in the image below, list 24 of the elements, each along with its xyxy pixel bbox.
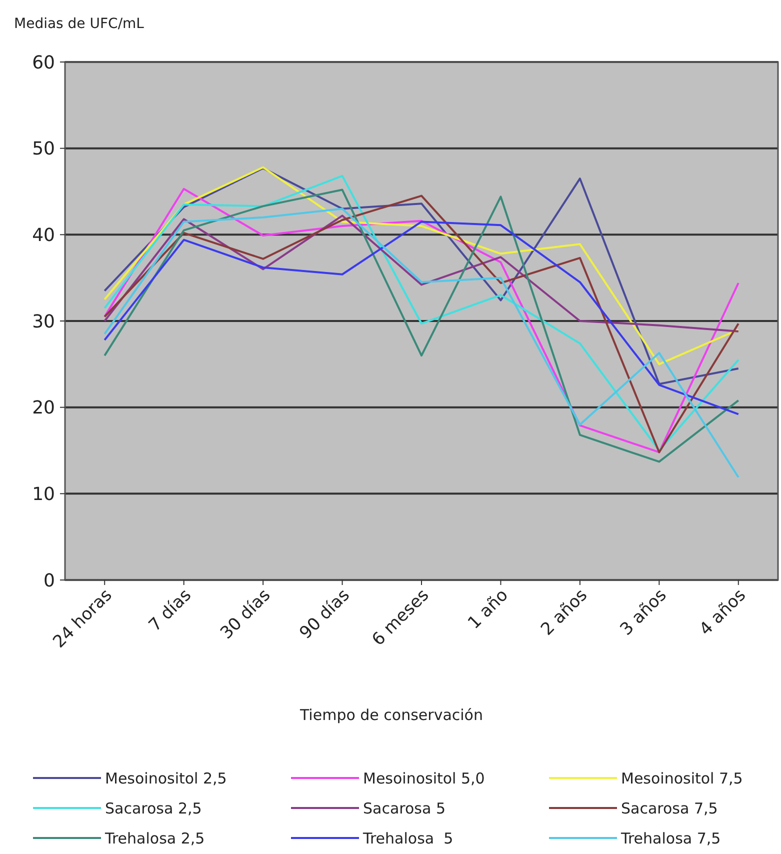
y-axis-title: Medias de UFC/mL — [14, 16, 144, 32]
legend-label: Trehalosa 5 — [362, 829, 454, 848]
y-tick-label: 40 — [32, 224, 55, 246]
y-tick-label: 20 — [32, 398, 55, 419]
legend-label: Trehalosa 7,5 — [620, 829, 721, 848]
legend-label: Mesoinositol 7,5 — [621, 769, 743, 788]
x-tick-label: 1 año — [464, 585, 512, 634]
legend-label: Sacarosa 7,5 — [621, 799, 718, 818]
x-tick-label: 7 días — [145, 585, 196, 636]
x-axis-title: Tiempo de conservación — [298, 706, 484, 724]
y-tick-label: 30 — [32, 311, 55, 332]
y-tick-label: 60 — [32, 52, 55, 74]
line-series — [104, 220, 740, 416]
legend-label: Mesoinositol 2,5 — [105, 769, 227, 788]
x-tick-label: 90 días — [296, 585, 354, 644]
legend-label: Sacarosa 5 — [363, 799, 446, 818]
y-tick-label: 10 — [32, 484, 55, 505]
x-tick-label: 30 días — [216, 585, 275, 644]
y-tick-label: 50 — [32, 138, 55, 160]
legend-label: Sacarosa 2,5 — [105, 799, 202, 818]
legend-label: Trehalosa 2,5 — [104, 829, 205, 848]
legend-label: Mesoinositol 5,0 — [363, 769, 485, 788]
y-tick-label: 0 — [44, 570, 55, 592]
line-series — [104, 214, 740, 332]
